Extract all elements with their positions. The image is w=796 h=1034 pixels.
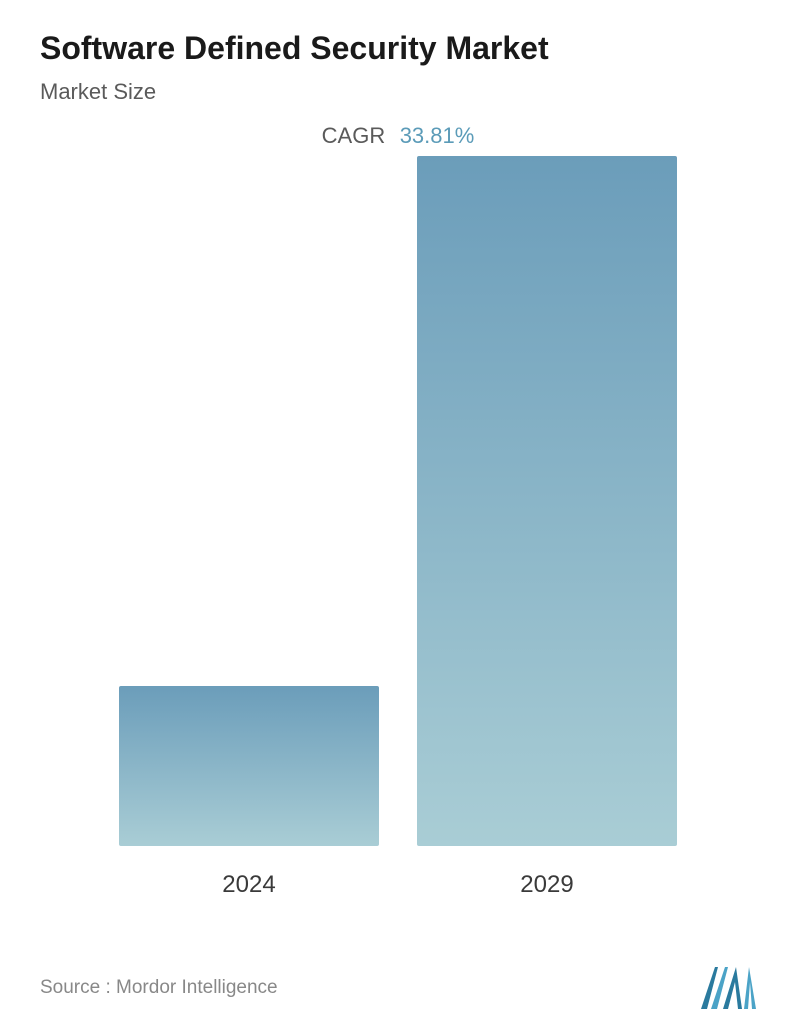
footer: Source : Mordor Intelligence: [40, 967, 756, 1009]
bar-wrapper-0: 2024: [119, 686, 379, 899]
chart-title: Software Defined Security Market: [40, 30, 756, 67]
bar-wrapper-1: 2029: [417, 156, 677, 899]
cagr-label: CAGR: [322, 123, 386, 148]
cagr-value: 33.81%: [400, 123, 475, 148]
bar-label-0: 2024: [222, 871, 275, 899]
chart-subtitle: Market Size: [40, 79, 756, 105]
chart-area: 2024 2029: [60, 169, 736, 899]
brand-logo-icon: [701, 967, 756, 1009]
source-text: Source : Mordor Intelligence: [40, 977, 278, 999]
bar-0: [119, 686, 379, 846]
bar-label-1: 2029: [520, 871, 573, 899]
bar-1: [417, 156, 677, 846]
cagr-row: CAGR 33.81%: [40, 123, 756, 149]
